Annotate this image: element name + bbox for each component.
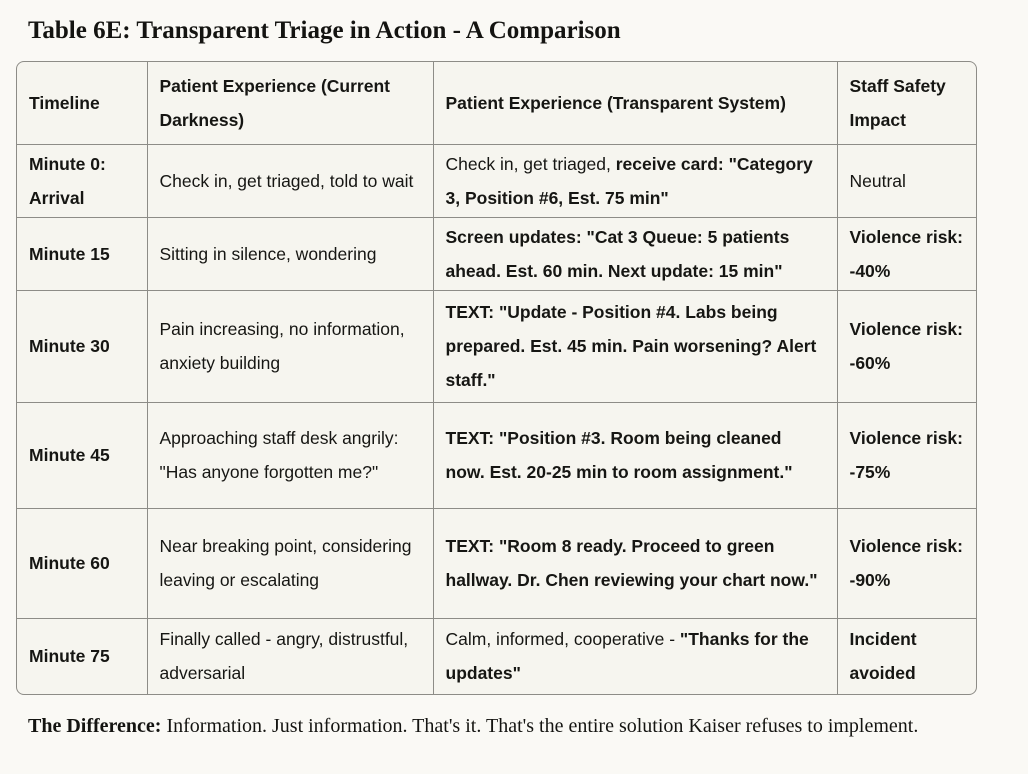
- table-cell: Check in, get triaged, receive card: "Ca…: [432, 143, 838, 218]
- triage-comparison-table: Timeline Patient Experience (Current Dark…: [17, 62, 976, 694]
- table-cell: Screen updates: "Cat 3 Queue: 5 patients…: [432, 216, 838, 291]
- difference-label: The Difference:: [28, 715, 162, 737]
- difference-text: Information. Just information. That's it…: [161, 715, 919, 737]
- table-cell: Finally called - angry, distrustful, adv…: [146, 617, 434, 694]
- page: Table 6E: Transparent Triage in Action -…: [16, 17, 977, 742]
- table-header: Timeline Patient Experience (Current Dark…: [17, 62, 976, 145]
- comparison-table: Timeline Patient Experience (Current Dark…: [16, 61, 977, 695]
- table-body: Minute 0: Arrival Check in, get triaged, …: [17, 143, 976, 694]
- table-cell: Calm, informed, cooperative - "Thanks fo…: [432, 617, 838, 694]
- table-row: Minute 75 Finally called - angry, distrus…: [17, 617, 976, 694]
- table-cell: Violence risk: -40%: [836, 216, 976, 291]
- table-cell: Minute 60: [17, 507, 148, 619]
- column-header: Patient Experience (Current Darkness): [146, 62, 434, 145]
- table-cell: Minute 75: [17, 617, 148, 694]
- table-cell: Approaching staff desk angrily: "Has any…: [146, 401, 434, 509]
- table-cell: Violence risk: -60%: [836, 289, 976, 403]
- table-cell: Check in, get triaged, told to wait: [146, 143, 434, 218]
- table-row: Minute 45 Approaching staff desk angrily:…: [17, 401, 976, 509]
- table-cell: Neutral: [836, 143, 976, 218]
- table-cell: Minute 45: [17, 401, 148, 509]
- table-cell: Pain increasing, no information, anxiety…: [146, 289, 434, 403]
- table-cell: TEXT: "Room 8 ready. Proceed to green ha…: [432, 507, 838, 619]
- table-header-row: Timeline Patient Experience (Current Dark…: [17, 62, 976, 145]
- table-cell: Violence risk: -90%: [836, 507, 976, 619]
- column-header: Staff Safety Impact: [836, 62, 976, 145]
- table-cell: Near breaking point, considering leaving…: [146, 507, 434, 619]
- table-cell: Incident avoided: [836, 617, 976, 694]
- table-row: Minute 30 Pain increasing, no information…: [17, 289, 976, 403]
- table-cell: Minute 0: Arrival: [17, 143, 148, 218]
- table-row: Minute 15 Sitting in silence, wondering Sc…: [17, 216, 976, 291]
- table-cell: Minute 30: [17, 289, 148, 403]
- table-cell: Sitting in silence, wondering: [146, 216, 434, 291]
- table-row: Minute 0: Arrival Check in, get triaged, …: [17, 143, 976, 218]
- column-header: Patient Experience (Transparent System): [432, 62, 838, 145]
- page-title: Table 6E: Transparent Triage in Action -…: [28, 17, 621, 44]
- table-cell: Violence risk: -75%: [836, 401, 976, 509]
- table-cell: TEXT: "Position #3. Room being cleaned n…: [432, 401, 838, 509]
- table-row: Minute 60 Near breaking point, considerin…: [17, 507, 976, 619]
- difference-note: The Difference: Information. Just inform…: [28, 710, 928, 742]
- column-header: Timeline: [17, 62, 148, 145]
- table-cell: Minute 15: [17, 216, 148, 291]
- table-cell: TEXT: "Update - Position #4. Labs being …: [432, 289, 838, 403]
